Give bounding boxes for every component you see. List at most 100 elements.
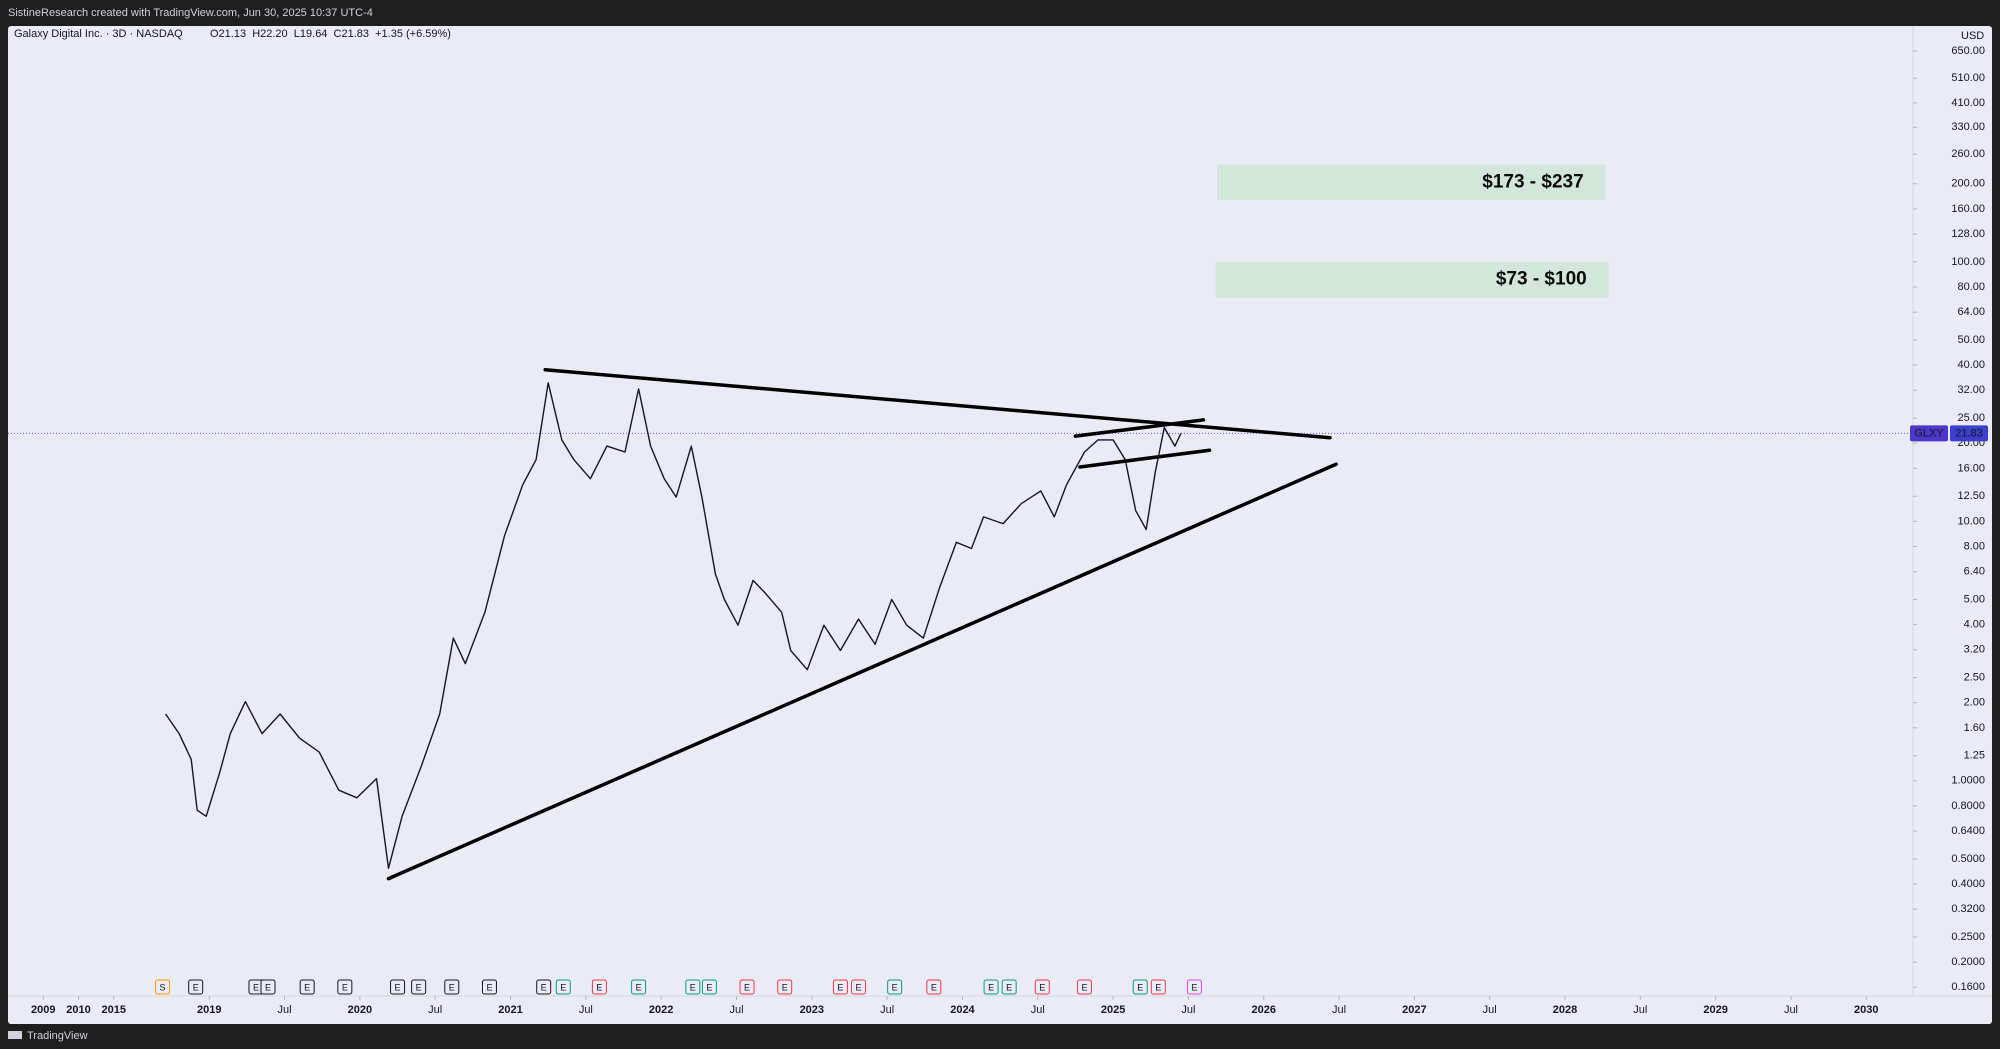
y-tick-label: 1.25 xyxy=(1964,750,1985,762)
symbol-badge xyxy=(1910,425,1948,442)
logo-mark xyxy=(8,1031,22,1039)
target-zone xyxy=(1215,261,1609,298)
x-tick-label: 2009 xyxy=(31,1004,55,1016)
x-tick-label: 2029 xyxy=(1703,1004,1727,1016)
x-tick-label: 2022 xyxy=(649,1004,673,1016)
event-label: E xyxy=(690,982,696,992)
event-label: E xyxy=(856,982,862,992)
y-tick-label: 510.00 xyxy=(1951,72,1985,84)
currency: USD xyxy=(1961,30,1984,42)
event-marker xyxy=(1034,979,1050,995)
event-label: E xyxy=(1137,982,1143,992)
event-marker xyxy=(155,979,171,995)
symbol-title: Galaxy Digital Inc. · 3D · NASDAQ xyxy=(14,28,183,40)
event-marker xyxy=(701,979,717,995)
y-tick-label: 160.00 xyxy=(1951,203,1985,215)
event-marker xyxy=(887,979,903,995)
tradingview-logo: TradingView xyxy=(8,1030,88,1042)
y-tick-label: 0.2000 xyxy=(1951,956,1985,968)
ohlc-legend: O21.13 H22.20 L19.64 C21.83 +1.35 (+6.59… xyxy=(210,28,451,40)
event-label: E xyxy=(892,982,898,992)
event-label: E xyxy=(744,982,750,992)
symbol-label: GLXY xyxy=(1914,427,1944,439)
x-tick-label: Jul xyxy=(880,1004,894,1016)
event-label: E xyxy=(988,982,994,992)
x-tick-label: Jul xyxy=(1181,1004,1195,1016)
x-tick-label: 2021 xyxy=(498,1004,522,1016)
y-tick-label: 16.00 xyxy=(1957,462,1985,474)
y-tick-label: 2.50 xyxy=(1964,671,1985,683)
event-label: E xyxy=(1191,982,1197,992)
event-marker xyxy=(851,979,867,995)
x-tick-label: Jul xyxy=(428,1004,442,1016)
event-label: S xyxy=(160,982,166,992)
x-tick-label: 2028 xyxy=(1553,1004,1577,1016)
event-label: E xyxy=(342,982,348,992)
event-marker xyxy=(299,979,315,995)
y-tick-label: 40.00 xyxy=(1957,359,1985,371)
trend-line xyxy=(1073,418,1206,438)
y-tick-label: 25.00 xyxy=(1957,412,1985,424)
event-label: E xyxy=(486,982,492,992)
event-label: E xyxy=(1006,982,1012,992)
x-tick-label: Jul xyxy=(729,1004,743,1016)
event-label: E xyxy=(782,982,788,992)
chart-panel xyxy=(8,26,1992,1024)
y-tick-label: 0.1600 xyxy=(1951,981,1985,993)
event-marker xyxy=(188,979,204,995)
event-marker xyxy=(926,979,942,995)
y-tick-label: 1.60 xyxy=(1964,722,1985,734)
event-marker xyxy=(536,979,552,995)
y-tick-label: 6.40 xyxy=(1964,566,1985,578)
y-tick-label: 8.00 xyxy=(1964,540,1985,552)
y-tick-label: 200.00 xyxy=(1951,178,1985,190)
y-tick-label: 330.00 xyxy=(1951,121,1985,133)
event-marker xyxy=(444,979,460,995)
x-tick-label: 2025 xyxy=(1101,1004,1125,1016)
event-label: E xyxy=(304,982,310,992)
event-marker xyxy=(390,979,406,995)
trend-line xyxy=(543,367,1332,440)
x-tick-label: 2030 xyxy=(1854,1004,1878,1016)
x-tick-label: Jul xyxy=(1784,1004,1798,1016)
x-tick-label: Jul xyxy=(579,1004,593,1016)
trend-line xyxy=(386,462,1338,881)
event-marker xyxy=(739,979,755,995)
event-marker xyxy=(1001,979,1017,995)
price-badge xyxy=(1950,425,1988,442)
event-marker xyxy=(631,979,647,995)
x-tick-label: 2020 xyxy=(348,1004,372,1016)
target-zone xyxy=(1217,164,1606,201)
x-tick-label: 2019 xyxy=(197,1004,221,1016)
y-tick-label: 0.2500 xyxy=(1951,931,1985,943)
event-marker xyxy=(260,979,276,995)
y-tick-label: 0.5000 xyxy=(1951,853,1985,865)
event-marker xyxy=(832,979,848,995)
event-label: E xyxy=(395,982,401,992)
zone-label: $73 - $100 xyxy=(1496,269,1587,290)
trend-line xyxy=(1078,448,1212,469)
event-marker xyxy=(591,979,607,995)
event-label: E xyxy=(541,982,547,992)
event-label: E xyxy=(1039,982,1045,992)
event-label: E xyxy=(706,982,712,992)
y-tick-label: 2.00 xyxy=(1964,697,1985,709)
y-tick-label: 410.00 xyxy=(1951,97,1985,109)
zone-label: $173 - $237 xyxy=(1482,171,1583,192)
event-marker xyxy=(555,979,571,995)
x-tick-label: 2026 xyxy=(1251,1004,1275,1016)
attribution: SistineResearch created with TradingView… xyxy=(8,7,373,19)
y-tick-label: 3.20 xyxy=(1964,644,1985,656)
event-label: E xyxy=(416,982,422,992)
event-marker xyxy=(337,979,353,995)
x-tick-label: Jul xyxy=(1633,1004,1647,1016)
price-label: 21.83 xyxy=(1955,427,1983,439)
event-label: E xyxy=(560,982,566,992)
event-marker xyxy=(1150,979,1166,995)
y-tick-label: 0.3200 xyxy=(1951,903,1985,915)
event-marker xyxy=(983,979,999,995)
event-label: E xyxy=(265,982,271,992)
x-tick-label: Jul xyxy=(1031,1004,1045,1016)
